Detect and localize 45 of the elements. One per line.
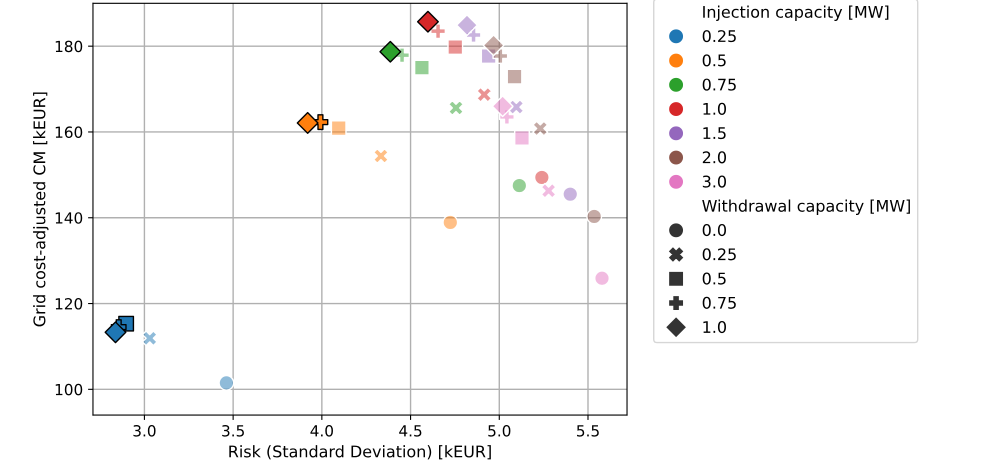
y-tick-label: 120 xyxy=(56,298,82,310)
x-tick-label: 4.0 xyxy=(310,425,333,437)
y-tick-label: 160 xyxy=(56,126,82,138)
x-tick-label: 3.5 xyxy=(222,425,244,437)
point xyxy=(534,169,550,186)
point xyxy=(514,130,530,146)
x-tick-label: 3.0 xyxy=(133,425,156,437)
x-tick-label: 5.0 xyxy=(488,425,510,437)
point xyxy=(330,120,347,136)
legend-label: 3.0 xyxy=(702,176,726,188)
text: Withdrawal capacity [MW] xyxy=(702,199,910,215)
point xyxy=(142,330,158,346)
x-tick-label: 4.5 xyxy=(399,425,422,437)
y-tick-label: 140 xyxy=(56,212,82,224)
legend-label: 0.75 xyxy=(702,296,736,309)
point xyxy=(442,214,458,230)
point xyxy=(594,270,610,286)
point xyxy=(372,148,389,164)
x-tick-label: 5.5 xyxy=(577,425,599,437)
legend-label: 1.0 xyxy=(703,102,726,115)
legend-label: 0.5 xyxy=(702,272,726,285)
legend-label: 1.5 xyxy=(703,127,726,140)
point xyxy=(511,178,528,194)
point xyxy=(218,374,234,391)
text: Injection capacity [MW] xyxy=(703,6,888,22)
point xyxy=(586,208,602,224)
legend-label: 0.25 xyxy=(702,248,736,260)
point xyxy=(476,86,492,103)
legend-label: 0.75 xyxy=(702,78,736,91)
legend-label: 0.0 xyxy=(702,224,726,236)
legend-label: 1.0 xyxy=(703,320,726,334)
legend-label: 0.25 xyxy=(702,30,736,42)
y-tick-label: 100 xyxy=(56,384,82,396)
point xyxy=(447,39,464,56)
point xyxy=(430,23,446,40)
point xyxy=(506,68,523,85)
y-axis-title: Grid cost-adjusted CM [kEUR] xyxy=(33,92,49,326)
x-axis-title: Risk (Standard Deviation) [kEUR] xyxy=(229,445,491,460)
y-tick-label: 180 xyxy=(56,40,82,52)
point xyxy=(532,120,548,137)
point xyxy=(414,60,430,76)
legend-label: 0.5 xyxy=(702,54,726,66)
point xyxy=(540,182,557,199)
legend-label: 2.0 xyxy=(702,151,726,164)
point xyxy=(562,186,578,202)
